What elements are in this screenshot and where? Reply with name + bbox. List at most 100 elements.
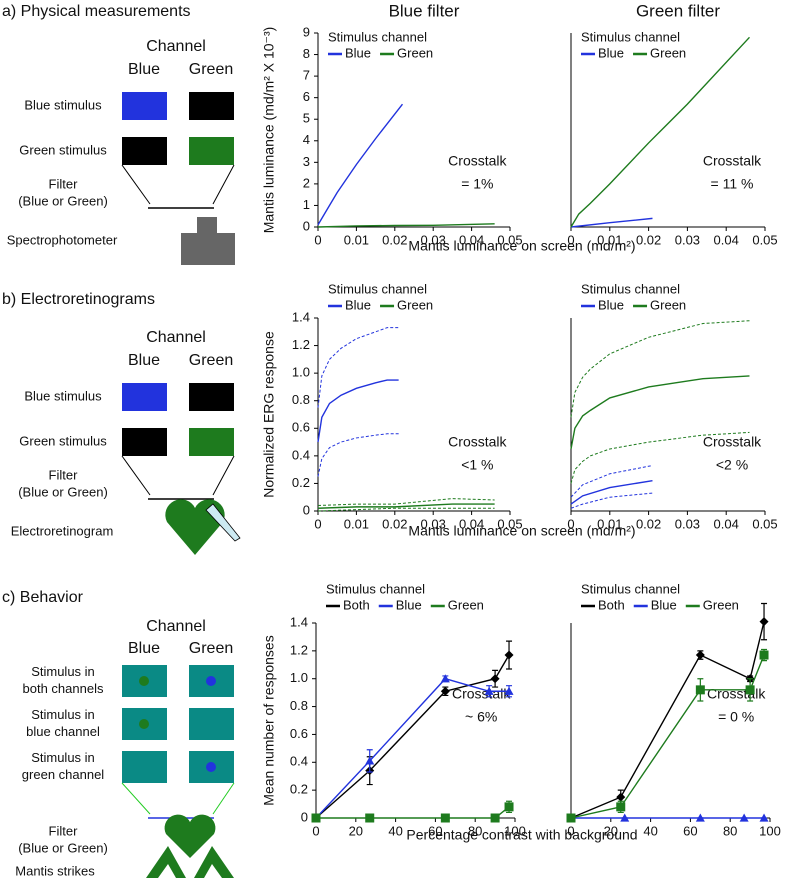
column-header: Green (189, 61, 233, 78)
x-tick-label: 40 (388, 823, 402, 838)
stimulus-dot (206, 762, 216, 772)
data-point (616, 802, 626, 812)
x-tick-label: 0.05 (752, 516, 777, 531)
x-tick-label: 0.02 (382, 516, 407, 531)
legend-label: Green (448, 597, 484, 612)
row-label: blue channel (26, 724, 100, 739)
annotation: = 1% (461, 176, 493, 192)
x-tick-label: 100 (504, 823, 526, 838)
legend-title: Stimulus channel (328, 281, 427, 296)
lower-bound-line (570, 492, 653, 509)
filter-label: (Blue or Green) (18, 193, 108, 208)
y-tick-label: 8 (303, 46, 310, 61)
x-tick-label: 0.01 (597, 516, 622, 531)
lower-bound-line (317, 507, 495, 512)
data-point (490, 674, 500, 684)
x-axis-label: Mantis luminance on screen (md/m²) (408, 238, 635, 254)
spectrophotometer-icon (181, 217, 235, 265)
y-tick-label: 0.8 (292, 392, 310, 407)
device-label: Electroretinogram (11, 523, 114, 538)
filter-label: Filter (49, 467, 79, 482)
column-header: Blue (128, 640, 160, 657)
x-tick-label: 0.05 (497, 516, 522, 531)
data-point (365, 756, 375, 765)
panel-label: a) Physical measurements (2, 3, 191, 20)
series-line (317, 503, 495, 509)
y-tick-label: 2 (303, 175, 310, 190)
y-tick-label: 1.0 (292, 365, 310, 380)
lower-bound-line (570, 431, 750, 484)
stimulus-box (122, 428, 167, 456)
chart-title: Blue filter (389, 1, 460, 20)
data-point (695, 813, 705, 822)
x-tick-label: 0.03 (421, 516, 446, 531)
y-tick-label: 0.6 (292, 420, 310, 435)
beam-line (212, 455, 235, 496)
series-line (570, 375, 750, 450)
chart-title: Green filter (636, 1, 720, 20)
x-tick-label: 100 (759, 823, 781, 838)
x-tick-label: 0 (314, 232, 321, 247)
data-point (566, 813, 576, 823)
row-label: Green stimulus (19, 142, 107, 157)
row-label: Blue stimulus (24, 388, 102, 403)
annotation: = 11 % (711, 176, 754, 192)
legend-label: Blue (345, 297, 371, 312)
row-label: green channel (22, 767, 105, 782)
row-label: both channels (23, 681, 104, 696)
column-header: Blue (128, 61, 160, 78)
y-tick-label: 6 (303, 89, 310, 104)
column-header: Blue (128, 352, 160, 369)
annotation: Crosstalk (448, 434, 507, 450)
stimulus-dot (206, 676, 216, 686)
x-tick-label: 0.03 (675, 232, 700, 247)
upper-bound-line (570, 320, 750, 418)
annotation: <1 % (461, 457, 493, 473)
legend-title: Stimulus channel (326, 581, 425, 596)
data-point (440, 686, 450, 696)
upper-bound-line (570, 465, 653, 498)
stimulus-box (189, 428, 234, 456)
legend-label: Blue (396, 597, 422, 612)
x-tick-label: 0 (314, 516, 321, 531)
y-tick-label: 0.8 (290, 698, 308, 713)
data-point (759, 813, 769, 822)
legend-label: Blue (598, 45, 624, 60)
row-label: Stimulus in (31, 707, 95, 722)
data-point (365, 813, 375, 823)
y-tick-label: 3 (303, 154, 310, 169)
x-tick-label: 80 (468, 823, 482, 838)
series-line (317, 103, 404, 226)
data-point (739, 813, 749, 822)
stimulus-box (189, 708, 234, 740)
x-axis-label: Percentage contrast with background (406, 827, 637, 843)
y-tick-label: 1.4 (292, 309, 310, 324)
y-axis-label: Mantis luminance (md/m² X 10⁻³) (261, 27, 277, 234)
legend-label: Green (650, 297, 686, 312)
device-label: Mantis strikes (15, 863, 95, 878)
data-point (490, 813, 500, 823)
x-tick-label: 0.01 (344, 232, 369, 247)
stimulus-box (122, 92, 167, 120)
data-point (695, 650, 705, 660)
data-point (759, 650, 769, 660)
x-tick-label: 0.04 (714, 516, 739, 531)
legend-label: Blue (598, 297, 624, 312)
filter-label: (Blue or Green) (18, 840, 108, 855)
x-tick-label: 80 (723, 823, 737, 838)
series-line (570, 217, 653, 228)
legend-label: Green (650, 45, 686, 60)
y-axis-label: Normalized ERG response (261, 331, 277, 498)
beam-line (121, 782, 151, 815)
y-tick-label: 1 (303, 197, 310, 212)
legend-label: Green (703, 597, 739, 612)
series-line (315, 654, 510, 819)
annotation: = 0 % (718, 709, 754, 725)
panel-label: c) Behavior (2, 589, 84, 606)
row-label: Stimulus in (31, 664, 95, 679)
data-point (311, 813, 321, 823)
beam-line (212, 164, 235, 205)
x-tick-label: 0.03 (421, 232, 446, 247)
x-tick-label: 20 (604, 823, 618, 838)
series-line (316, 806, 510, 819)
